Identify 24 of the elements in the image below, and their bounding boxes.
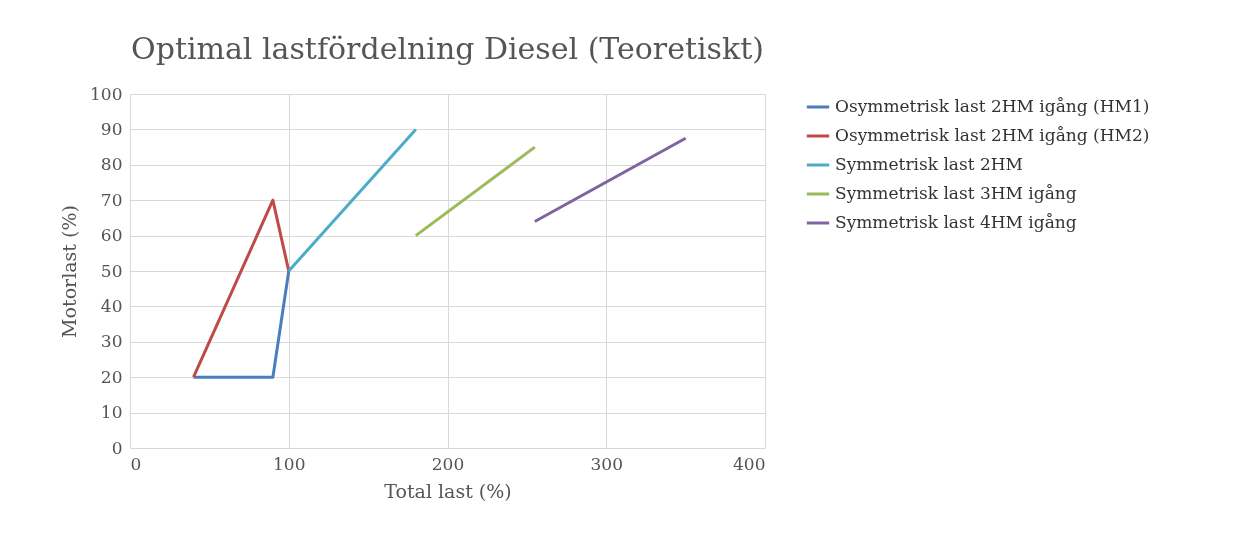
y-tick-label: 90 bbox=[100, 118, 123, 139]
legend-label: Osymmetrisk last 2HM igång (HM1) bbox=[835, 96, 1150, 116]
y-tick-label: 30 bbox=[100, 331, 123, 352]
x-tick-label: 300 bbox=[590, 453, 623, 474]
legend-label: Symmetrisk last 3HM igång bbox=[835, 183, 1077, 203]
legend-label: Osymmetrisk last 2HM igång (HM2) bbox=[835, 125, 1150, 145]
legend-label: Symmetrisk last 2HM bbox=[835, 154, 1023, 174]
y-tick-label: 40 bbox=[100, 295, 123, 316]
x-tick-label: 200 bbox=[431, 453, 465, 474]
y-tick-label: 20 bbox=[100, 366, 123, 387]
chart-title: Optimal lastfördelning Diesel (Teoretiskt) bbox=[131, 31, 764, 66]
legend-label: Symmetrisk last 4HM igång bbox=[835, 212, 1077, 232]
y-tick-label: 60 bbox=[100, 225, 123, 246]
y-axis-title: Motorlast (%) bbox=[58, 205, 81, 338]
y-tick-label: 50 bbox=[100, 260, 123, 281]
x-axis-title: Total last (%) bbox=[384, 479, 512, 502]
y-tick-label: 70 bbox=[100, 189, 123, 210]
x-tick-label: 0 bbox=[130, 453, 142, 474]
y-tick-label: 80 bbox=[100, 154, 123, 175]
x-tick-label: 400 bbox=[733, 453, 766, 474]
y-tick-label: 10 bbox=[100, 402, 123, 423]
y-tick-label: 100 bbox=[90, 83, 123, 104]
x-tick-label: 100 bbox=[273, 453, 306, 474]
y-tick-label: 0 bbox=[111, 437, 123, 458]
